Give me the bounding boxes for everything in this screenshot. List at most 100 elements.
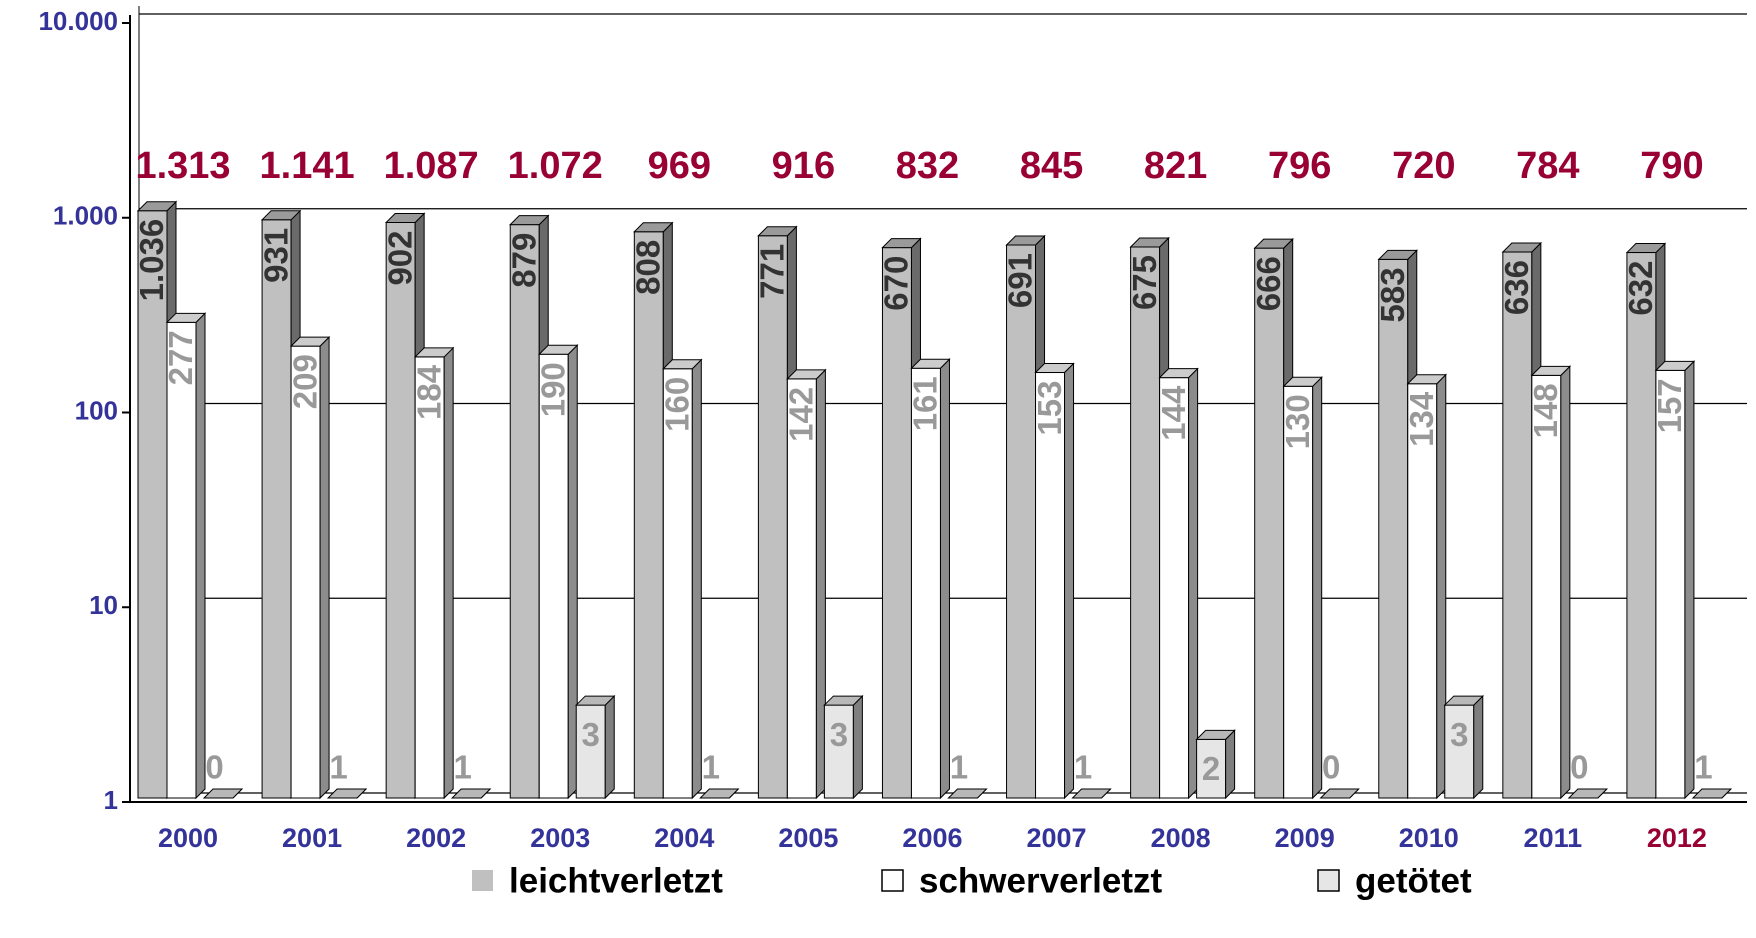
bar xyxy=(413,346,455,800)
bar xyxy=(1443,694,1484,800)
legend-label: leichtverletzt xyxy=(509,861,723,900)
total-label: 790 xyxy=(1640,145,1703,187)
bar xyxy=(1282,376,1323,800)
bar-face xyxy=(413,347,455,358)
bar xyxy=(202,788,244,799)
bar-face xyxy=(1130,246,1161,799)
total-label: 845 xyxy=(1020,145,1083,187)
value-label: 144 xyxy=(1155,385,1192,441)
bar-face xyxy=(757,226,798,237)
x-tick-label: 2003 xyxy=(530,823,590,853)
value-label: 583 xyxy=(1374,267,1411,322)
bar-face xyxy=(757,235,788,799)
y-tick-label: 100 xyxy=(75,395,118,425)
value-label: 1 xyxy=(453,749,471,786)
value-label: 1.036 xyxy=(133,219,170,302)
value-label: 0 xyxy=(1570,749,1588,786)
bar-face xyxy=(1530,365,1572,376)
bar-face xyxy=(1443,695,1484,706)
bar-face xyxy=(289,336,331,347)
bar-face xyxy=(1195,729,1236,740)
bar xyxy=(575,694,616,800)
y-tick-label: 1 xyxy=(104,785,118,815)
bar-face xyxy=(538,344,579,355)
bar-face xyxy=(852,694,863,800)
bar xyxy=(326,788,368,799)
bar-face xyxy=(633,222,674,233)
value-label: 2 xyxy=(1202,750,1220,787)
value-label: 153 xyxy=(1031,381,1068,436)
bar-face xyxy=(509,224,540,799)
bar xyxy=(1034,362,1075,800)
total-label: 720 xyxy=(1392,145,1455,187)
bar-face xyxy=(1159,377,1190,799)
x-tick-label: 2004 xyxy=(654,823,714,853)
bar-face xyxy=(575,704,606,799)
value-label: 161 xyxy=(907,376,944,431)
bar-face xyxy=(604,694,615,800)
value-label: 771 xyxy=(754,244,791,299)
bar-face xyxy=(575,695,616,706)
bar xyxy=(538,344,579,800)
value-label: 1 xyxy=(1074,749,1092,786)
value-label: 1 xyxy=(329,749,347,786)
bar xyxy=(823,694,864,800)
bar-face xyxy=(1378,258,1409,799)
bar-face xyxy=(786,378,817,799)
bar-face xyxy=(633,231,664,799)
bar-face xyxy=(1071,788,1112,799)
bar xyxy=(1158,367,1199,800)
bar-face xyxy=(1225,729,1236,800)
total-label: 821 xyxy=(1144,145,1207,187)
bar-face xyxy=(509,215,550,226)
x-tick-label: 2010 xyxy=(1399,823,1459,853)
value-label: 148 xyxy=(1527,383,1564,438)
bar xyxy=(1567,788,1609,799)
bar-face xyxy=(1196,738,1227,799)
bar-face xyxy=(1034,363,1075,374)
bar-face xyxy=(1283,385,1314,799)
value-label: 1 xyxy=(1694,749,1712,786)
y-tick-label: 10.000 xyxy=(38,6,118,36)
value-label: 632 xyxy=(1622,261,1659,316)
x-tick-label: 2005 xyxy=(778,823,838,853)
bar-face xyxy=(202,788,244,799)
total-label: 1.072 xyxy=(508,145,603,187)
bar-face xyxy=(384,212,426,223)
x-tick-label: 2000 xyxy=(158,823,218,853)
bar-face xyxy=(1406,374,1447,385)
bar-face xyxy=(414,356,445,799)
bar-face xyxy=(1655,369,1686,799)
bar xyxy=(165,312,207,800)
y-tick-label: 1.000 xyxy=(53,201,118,231)
bar-face xyxy=(1005,235,1046,246)
bar-face xyxy=(1501,242,1543,253)
value-label: 3 xyxy=(1450,716,1468,753)
legend-swatch xyxy=(1317,869,1340,892)
x-tick-label: 2002 xyxy=(406,823,466,853)
value-label: 691 xyxy=(1002,253,1039,308)
bar xyxy=(910,358,951,800)
value-label: 1 xyxy=(702,749,720,786)
bar-face xyxy=(947,788,988,799)
bar-face xyxy=(1531,374,1562,799)
bar-face xyxy=(1473,694,1484,800)
bar-face xyxy=(1158,368,1199,379)
bar-face xyxy=(1319,788,1360,799)
value-label: 666 xyxy=(1250,256,1287,311)
bar-face xyxy=(450,788,492,799)
value-label: 902 xyxy=(381,230,418,285)
value-label: 134 xyxy=(1403,391,1440,447)
bar-face xyxy=(1254,247,1285,799)
total-label: 832 xyxy=(896,145,959,187)
value-label: 670 xyxy=(878,256,915,311)
x-tick-label: 2011 xyxy=(1524,823,1583,853)
bar-face xyxy=(1626,252,1657,799)
bar-face xyxy=(881,247,912,799)
value-label: 879 xyxy=(505,233,542,288)
value-label: 931 xyxy=(257,228,294,283)
value-label: 160 xyxy=(659,377,696,432)
bar xyxy=(1654,360,1696,800)
bar-face xyxy=(290,345,321,799)
bar-face xyxy=(260,210,302,221)
